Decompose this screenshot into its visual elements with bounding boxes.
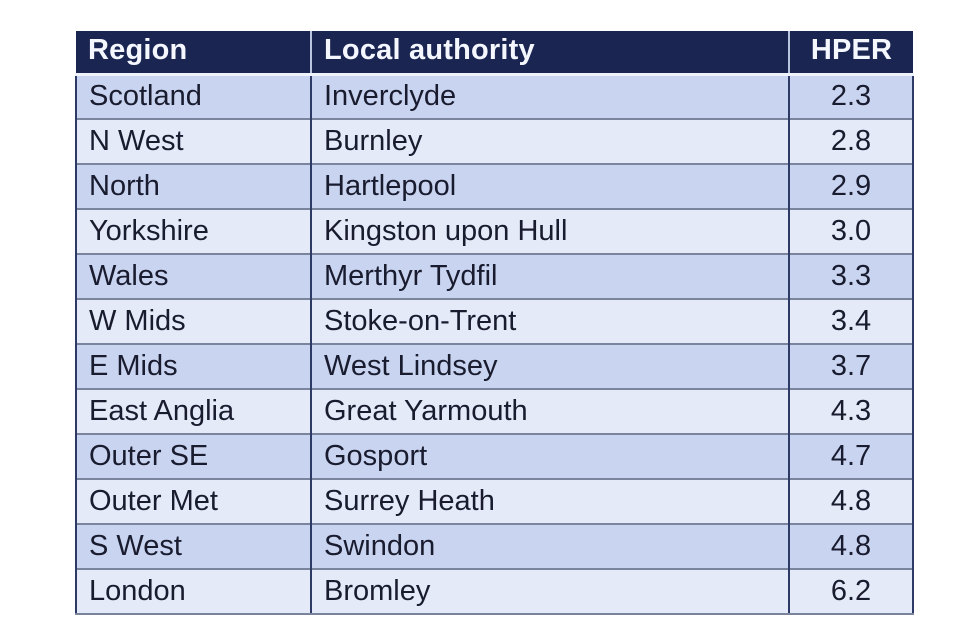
cell-authority: Hartlepool [310, 163, 790, 209]
cell-authority: West Lindsey [310, 343, 790, 389]
table-row: Yorkshire Kingston upon Hull 3.0 [75, 208, 914, 254]
cell-region: North [75, 163, 312, 209]
cell-region: W Mids [75, 298, 312, 344]
column-header-region: Region [76, 31, 311, 76]
cell-region: Outer Met [75, 478, 312, 524]
cell-region: S West [75, 523, 312, 569]
cell-region: Outer SE [75, 433, 312, 479]
cell-authority: Great Yarmouth [310, 388, 790, 434]
cell-region: E Mids [75, 343, 312, 389]
table-row: N West Burnley 2.8 [75, 118, 914, 164]
cell-authority: Stoke-on-Trent [310, 298, 790, 344]
cell-authority: Swindon [310, 523, 790, 569]
column-header-hper: HPER [788, 31, 913, 76]
cell-authority: Kingston upon Hull [310, 208, 790, 254]
cell-hper: 4.8 [788, 523, 914, 569]
cell-region: Scotland [75, 73, 312, 119]
table-row: Wales Merthyr Tydfil 3.3 [75, 253, 914, 299]
table-row: North Hartlepool 2.9 [75, 163, 914, 209]
cell-hper: 2.9 [788, 163, 914, 209]
cell-hper: 3.3 [788, 253, 914, 299]
cell-region: Wales [75, 253, 312, 299]
table-row: London Bromley 6.2 [75, 568, 914, 615]
cell-authority: Bromley [310, 568, 790, 615]
table-row: Outer SE Gosport 4.7 [75, 433, 914, 479]
cell-hper: 3.4 [788, 298, 914, 344]
column-header-authority: Local authority [310, 31, 789, 76]
cell-region: London [75, 568, 312, 615]
cell-hper: 2.8 [788, 118, 914, 164]
table-row: Scotland Inverclyde 2.3 [75, 73, 914, 119]
cell-authority: Surrey Heath [310, 478, 790, 524]
cell-region: N West [75, 118, 312, 164]
cell-hper: 4.7 [788, 433, 914, 479]
cell-region: East Anglia [75, 388, 312, 434]
header-row: Region Local authority HPER [76, 31, 913, 76]
hper-table: Region Local authority HPER Scotland Inve… [75, 31, 914, 615]
cell-hper: 4.8 [788, 478, 914, 524]
hper-table-container: Region Local authority HPER Scotland Inve… [75, 31, 914, 615]
table-row: East Anglia Great Yarmouth 4.3 [75, 388, 914, 434]
cell-region: Yorkshire [75, 208, 312, 254]
cell-authority: Merthyr Tydfil [310, 253, 790, 299]
table-row: S West Swindon 4.8 [75, 523, 914, 569]
cell-hper: 3.0 [788, 208, 914, 254]
table-row: E Mids West Lindsey 3.7 [75, 343, 914, 389]
table-row: W Mids Stoke-on-Trent 3.4 [75, 298, 914, 344]
cell-hper: 3.7 [788, 343, 914, 389]
cell-authority: Gosport [310, 433, 790, 479]
cell-hper: 4.3 [788, 388, 914, 434]
table-body: Scotland Inverclyde 2.3 N West Burnley 2.8 Nor… [75, 73, 914, 615]
cell-authority: Inverclyde [310, 73, 790, 119]
cell-hper: 2.3 [788, 73, 914, 119]
cell-hper: 6.2 [788, 568, 914, 615]
table-row: Outer Met Surrey Heath 4.8 [75, 478, 914, 524]
cell-authority: Burnley [310, 118, 790, 164]
